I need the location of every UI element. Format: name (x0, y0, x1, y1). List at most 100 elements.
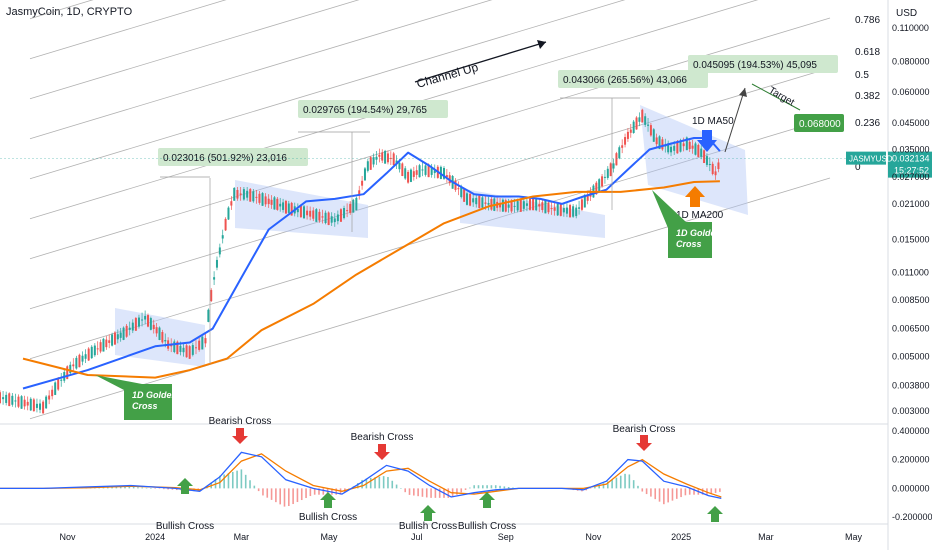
candle-body (384, 150, 387, 164)
macd-histogram-bar (391, 480, 394, 489)
candle-body (501, 199, 504, 212)
macd-histogram-bar (231, 471, 234, 489)
candle-body (66, 366, 69, 380)
candle-body (389, 157, 392, 159)
candle-body (641, 109, 644, 123)
candle-body (261, 193, 264, 206)
macd-histogram-bar (611, 479, 613, 489)
candle-body (454, 180, 457, 190)
candle-body (111, 334, 114, 346)
candle-body (23, 399, 26, 407)
candle-body (60, 379, 63, 381)
macd-y-tick-label: 0.200000 (892, 455, 930, 465)
chart-title: JasmyCoin, 1D, CRYPTO (6, 6, 133, 18)
candle-body (679, 140, 682, 152)
candle-body (324, 212, 327, 224)
candle-body (363, 168, 366, 181)
candle-body (54, 382, 57, 395)
candle-body (372, 157, 375, 165)
macd-histogram-bar (378, 476, 381, 489)
candle-body (327, 212, 330, 226)
fib-level-label: 0.618 (855, 47, 880, 58)
candle-body (99, 342, 102, 352)
candle-body (69, 364, 72, 374)
macd-histogram-bar (408, 488, 411, 495)
macd-histogram-bar (111, 486, 113, 489)
candle-body (529, 198, 532, 210)
measure-label-2: 0.029765 (194.54%) 29,765 (298, 100, 448, 118)
bullish-cross-2-label: Bullish Cross (299, 512, 357, 523)
candle-body (667, 143, 670, 153)
macd-histogram-bar (167, 488, 169, 490)
measure-label-3-text: 0.043066 (265.56%) 43,066 (563, 75, 687, 86)
macd-histogram-bar (279, 488, 281, 505)
measure-label-3: 0.043066 (265.56%) 43,066 (558, 70, 708, 88)
measure-label-3-bg (558, 70, 708, 88)
macd-histogram-bar (607, 481, 609, 489)
y-tick-label: 0.035000 (892, 145, 930, 155)
fib-level-label: 0.786 (855, 15, 880, 26)
candle-body (306, 210, 309, 216)
candle-body (102, 338, 105, 352)
candle-body (361, 180, 364, 186)
candle-body (147, 315, 149, 327)
candle-body (191, 345, 194, 355)
candle-body (5, 394, 8, 403)
macd-histogram-bar (382, 476, 385, 489)
macd-histogram-bar (714, 488, 717, 493)
candle-body (559, 204, 562, 216)
candle-body (392, 153, 395, 166)
candle-body (572, 206, 575, 217)
candle-body (415, 170, 418, 175)
golden-cross-callout-2-text-2: Cross (676, 239, 702, 249)
candle-body (688, 141, 691, 150)
target-arrowhead (739, 88, 747, 97)
macd-histogram-bar (128, 486, 131, 489)
fib-level-label: 0.5 (855, 70, 869, 81)
macd-histogram-bar (680, 488, 682, 498)
candle-body (629, 129, 632, 133)
y-tick-label: 0.045000 (892, 118, 930, 128)
macd-histogram-bar (654, 488, 657, 500)
candle-body (355, 197, 358, 211)
candle-body (152, 324, 155, 330)
y-tick-label: 0.006500 (892, 324, 930, 334)
macd-histogram-bar (650, 488, 652, 497)
x-tick-label: Mar (234, 532, 250, 542)
candle-body (525, 203, 528, 206)
measure-label-4-bg (688, 55, 838, 73)
measure-label-2-bg (298, 100, 448, 118)
macd-histogram-bar (490, 485, 493, 489)
channel-line (29, 67, 831, 310)
macd-histogram-bar (124, 486, 126, 489)
golden-cross-callout-2-text: 1D Golden (676, 228, 722, 238)
candle-body (227, 207, 230, 220)
macd-histogram-bar (361, 479, 363, 489)
candle-body (215, 259, 218, 268)
macd-histogram-bar (223, 474, 225, 489)
macd-histogram-bar (667, 488, 669, 503)
candle-body (93, 345, 96, 356)
bearish-cross-1-label: Bearish Cross (209, 416, 272, 427)
macd-histogram-bar (257, 488, 260, 492)
candle-body (481, 197, 484, 208)
candle-body (499, 202, 502, 208)
candle-body (635, 117, 638, 130)
macd-histogram-bar (249, 480, 251, 489)
candle-body (556, 203, 559, 216)
candle-body (717, 162, 720, 170)
candle-body (173, 341, 176, 352)
macd-histogram-bar (150, 488, 152, 489)
macd-histogram-bar (512, 487, 514, 489)
macd-histogram-bar (404, 488, 407, 493)
candle-body (670, 146, 673, 153)
candle-body (386, 153, 389, 163)
candle-body (125, 325, 128, 337)
macd-histogram-bar (292, 488, 294, 505)
channel-line (29, 0, 626, 180)
bearish-cross-2-arrow (374, 444, 390, 460)
candle-body (330, 216, 333, 223)
macd-histogram-bar (395, 484, 398, 489)
macd-histogram-bar (477, 485, 480, 489)
